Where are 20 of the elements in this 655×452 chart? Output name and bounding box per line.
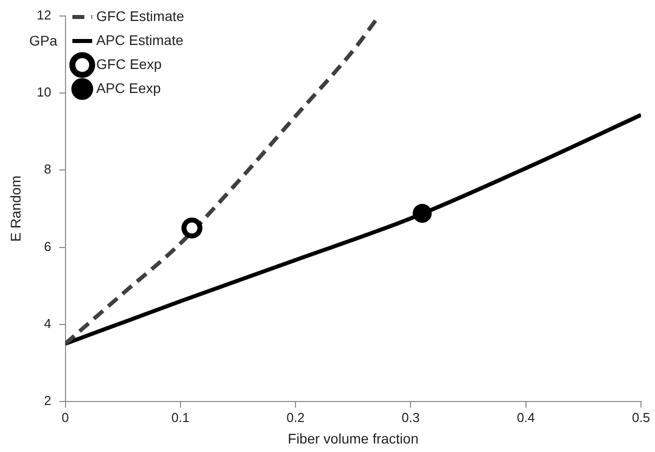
legend-label: GFC Estimate <box>96 8 184 24</box>
x-axis-title: Fiber volume fraction <box>288 430 418 446</box>
y-tick-label: 2 <box>44 393 52 408</box>
y-tick-label: 6 <box>44 238 52 254</box>
x-tick-label: 0.2 <box>286 410 305 425</box>
line-series <box>65 112 641 346</box>
y-tick-label: 12 <box>36 7 52 22</box>
x-tick-label: 0.1 <box>171 410 190 425</box>
y-axis-title: E Random <box>7 176 24 242</box>
x-tick-label: 0 <box>62 410 69 425</box>
y-tick-label: 10 <box>36 84 52 100</box>
y-tick-label: 8 <box>44 162 52 177</box>
x-tick-label: 0.4 <box>516 410 535 425</box>
x-tick-label: 0.3 <box>402 410 420 425</box>
y-tick-label: 4 <box>44 316 52 332</box>
x-tick-label: 0.5 <box>632 410 650 425</box>
legend-label: APC Eexp <box>96 80 162 96</box>
legend-label: GFC Eexp <box>96 56 162 72</box>
legend-label: APC Estimate <box>96 32 184 48</box>
text: GPa <box>29 32 58 49</box>
